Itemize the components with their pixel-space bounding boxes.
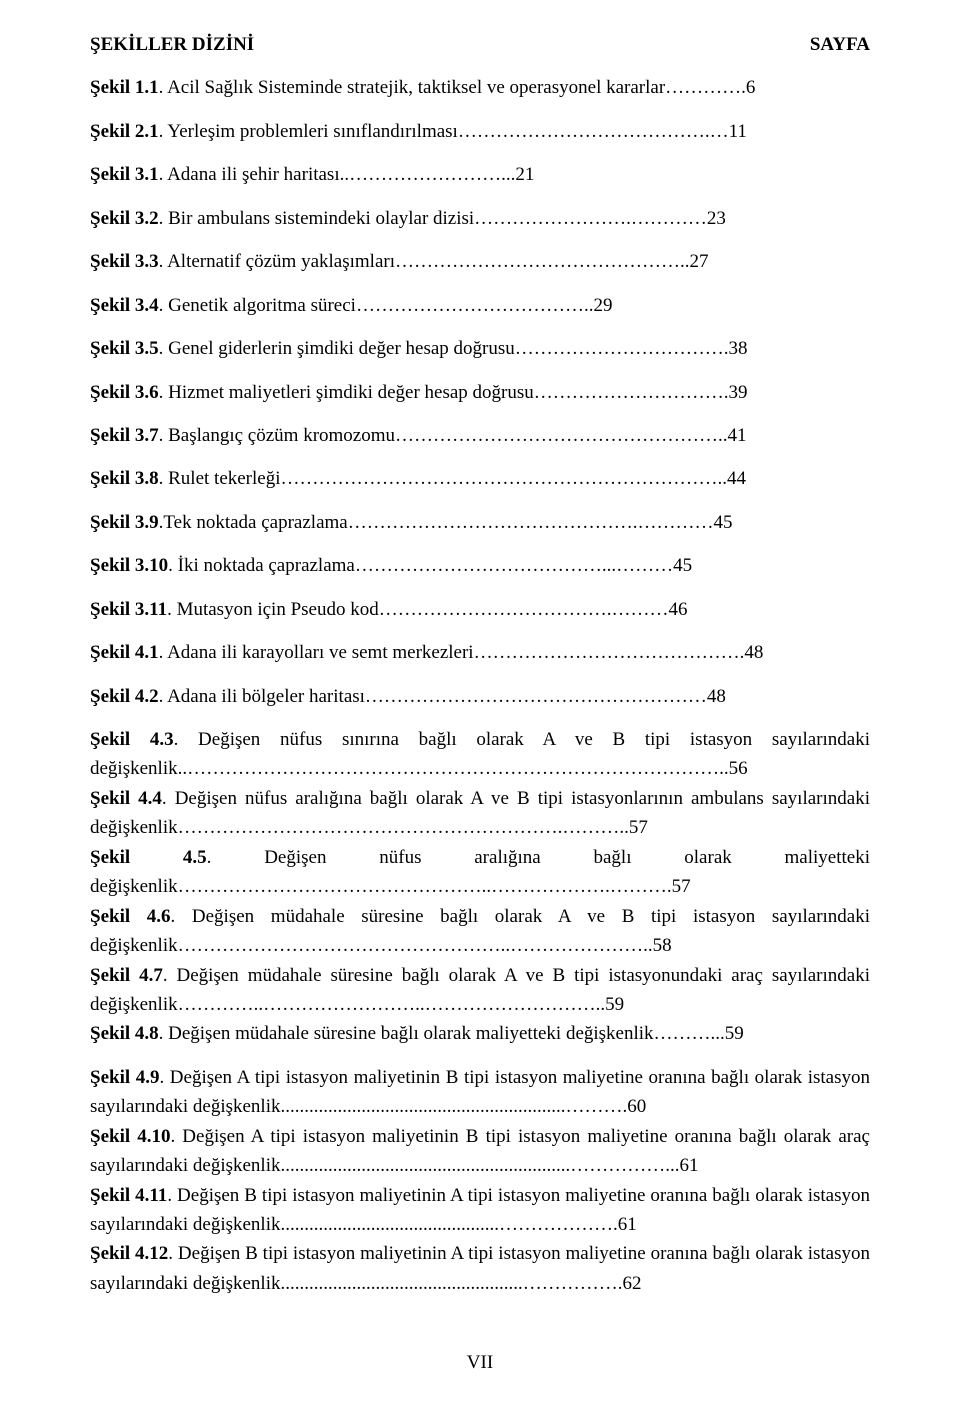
toc-entry: Şekil 4.9. Değişen A tipi istasyon maliy… (90, 1063, 870, 1122)
entry-label: Şekil 4.9 (90, 1067, 159, 1088)
entry-text: . İki noktada çaprazlama…………………………………...… (168, 555, 692, 576)
entry-label: Şekil 2.1 (90, 121, 159, 142)
entry-label: Şekil 3.6 (90, 382, 159, 403)
entry-label: Şekil 4.12 (90, 1243, 168, 1264)
entry-label: Şekil 3.8 (90, 468, 159, 489)
header-row: ŞEKİLLER DİZİNİ SAYFA (90, 30, 870, 59)
entry-text: . Değişen A tipi istasyon maliyetinin B … (90, 1067, 870, 1117)
entry-label: Şekil 4.5 (90, 847, 207, 868)
entry-label: Şekil 4.10 (90, 1126, 170, 1147)
entry-text: . Değişen B tipi istasyon maliyetinin A … (90, 1243, 870, 1293)
toc-entry: Şekil 4.4. Değişen nüfus aralığına bağlı… (90, 784, 870, 843)
entry-label: Şekil 4.2 (90, 686, 159, 707)
entry-label: Şekil 3.7 (90, 425, 159, 446)
toc-entry: Şekil 4.3. Değişen nüfus sınırına bağlı … (90, 725, 870, 784)
toc-entry: Şekil 3.10. İki noktada çaprazlama………………… (90, 551, 870, 580)
entry-text: . Değişen B tipi istasyon maliyetinin A … (90, 1185, 870, 1235)
entry-label: Şekil 4.6 (90, 906, 171, 927)
entry-text: . Rulet tekerleği……………………………………………………………… (159, 468, 746, 489)
toc-entry: Şekil 4.8. Değişen müdahale süresine bağ… (90, 1019, 870, 1048)
entry-text: . Adana ili bölgeler haritası……………………………… (159, 686, 726, 707)
toc-entry: Şekil 4.10. Değişen A tipi istasyon mali… (90, 1122, 870, 1181)
entry-text: . Değişen müdahale süresine bağlı olarak… (90, 965, 870, 1015)
entry-text: . Acil Sağlık Sisteminde stratejik, takt… (159, 77, 756, 98)
entry-text: . Adana ili şehir haritası..……………………...2… (159, 164, 535, 185)
entry-label: Şekil 1.1 (90, 77, 159, 98)
toc-entry: Şekil 4.6. Değişen müdahale süresine bağ… (90, 902, 870, 961)
entry-label: Şekil 4.8 (90, 1023, 159, 1044)
entry-label: Şekil 4.1 (90, 642, 159, 663)
entry-text: . Değişen A tipi istasyon maliyetinin B … (90, 1126, 870, 1176)
entries-list: Şekil 1.1. Acil Sağlık Sisteminde strate… (90, 73, 870, 1298)
toc-entry: Şekil 4.2. Adana ili bölgeler haritası……… (90, 682, 870, 711)
toc-entry: Şekil 4.7. Değişen müdahale süresine bağ… (90, 961, 870, 1020)
entry-label: Şekil 3.9 (90, 512, 159, 533)
toc-entry: Şekil 3.5. Genel giderlerin şimdiki değe… (90, 334, 870, 363)
entry-text: . Hizmet maliyetleri şimdiki değer hesap… (159, 382, 748, 403)
toc-entry: Şekil 4.1. Adana ili karayolları ve semt… (90, 638, 870, 667)
entry-label: Şekil 4.11 (90, 1185, 167, 1206)
toc-entry: Şekil 1.1. Acil Sağlık Sisteminde strate… (90, 73, 870, 102)
toc-entry: Şekil 3.8. Rulet tekerleği……………………………………… (90, 464, 870, 493)
header-left: ŞEKİLLER DİZİNİ (90, 30, 254, 59)
entry-label: Şekil 3.11 (90, 599, 167, 620)
toc-entry: Şekil 3.3. Alternatif çözüm yaklaşımları… (90, 247, 870, 276)
entry-text: . Alternatif çözüm yaklaşımları………………………… (159, 251, 709, 272)
entry-text: . Bir ambulans sistemindeki olaylar dizi… (159, 208, 726, 229)
header-right: SAYFA (810, 30, 870, 59)
entry-text: . Başlangıç çözüm kromozomu…………………………………… (159, 425, 747, 446)
entry-label: Şekil 3.10 (90, 555, 168, 576)
entry-label: Şekil 3.5 (90, 338, 159, 359)
toc-entry: Şekil 3.9.Tek noktada çaprazlama……………………… (90, 508, 870, 537)
entry-text: . Mutasyon için Pseudo kod……………………………….…… (167, 599, 687, 620)
entry-label: Şekil 4.3 (90, 729, 174, 750)
entry-text: . Değişen müdahale süresine bağlı olarak… (159, 1023, 744, 1044)
toc-entry: Şekil 3.1. Adana ili şehir haritası..………… (90, 160, 870, 189)
entry-text: . Yerleşim problemleri sınıflandırılması… (159, 121, 747, 142)
toc-entry: Şekil 3.6. Hizmet maliyetleri şimdiki de… (90, 378, 870, 407)
toc-entry: Şekil 3.11. Mutasyon için Pseudo kod…………… (90, 595, 870, 624)
toc-entry: Şekil 3.4. Genetik algoritma süreci……………… (90, 291, 870, 320)
entry-text: . Genel giderlerin şimdiki değer hesap d… (159, 338, 748, 359)
toc-entry: Şekil 4.11. Değişen B tipi istasyon mali… (90, 1181, 870, 1240)
entry-label: Şekil 3.1 (90, 164, 159, 185)
entry-text: . Değişen nüfus sınırına bağlı olarak A … (90, 729, 870, 779)
entry-label: Şekil 3.3 (90, 251, 159, 272)
entry-text: . Değişen nüfus aralığına bağlı olarak A… (90, 788, 870, 838)
toc-entry: Şekil 4.12. Değişen B tipi istasyon mali… (90, 1239, 870, 1298)
toc-entry: Şekil 2.1. Yerleşim problemleri sınıflan… (90, 117, 870, 146)
toc-entry: Şekil 4.5. Değişen nüfus aralığına bağlı… (90, 843, 870, 902)
entry-text: . Değişen nüfus aralığına bağlı olarak m… (90, 847, 870, 897)
page-number: VII (90, 1348, 870, 1377)
entry-text: . Genetik algoritma süreci………………………………..… (159, 295, 613, 316)
entry-label: Şekil 3.2 (90, 208, 159, 229)
entry-text: . Değişen müdahale süresine bağlı olarak… (90, 906, 870, 956)
entry-text: . Adana ili karayolları ve semt merkezle… (159, 642, 764, 663)
toc-entry: Şekil 3.2. Bir ambulans sistemindeki ola… (90, 204, 870, 233)
entry-text: .Tek noktada çaprazlama……………………………………….…… (159, 512, 733, 533)
toc-entry: Şekil 3.7. Başlangıç çözüm kromozomu…………… (90, 421, 870, 450)
entry-label: Şekil 4.4 (90, 788, 162, 809)
entry-label: Şekil 3.4 (90, 295, 159, 316)
entry-label: Şekil 4.7 (90, 965, 163, 986)
